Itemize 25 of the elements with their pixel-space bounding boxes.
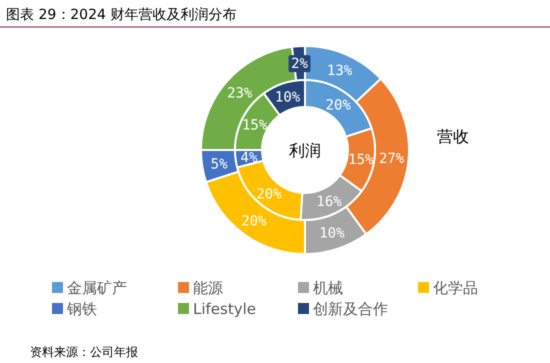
data-label: 10% bbox=[274, 89, 301, 106]
legend-label: 钢铁 bbox=[66, 300, 97, 318]
data-label: 4% bbox=[240, 150, 258, 166]
data-label: 15% bbox=[242, 117, 268, 134]
legend-label: 机械 bbox=[313, 279, 343, 297]
data-label: 27% bbox=[378, 151, 405, 168]
legend-label: 能源 bbox=[193, 279, 223, 297]
data-label: 10% bbox=[319, 226, 346, 242]
legend-label: 创新及合作 bbox=[313, 300, 388, 318]
data-label: 20% bbox=[326, 97, 352, 114]
data-label: 15% bbox=[348, 152, 374, 168]
data-label: 5% bbox=[210, 156, 228, 173]
slice-label: 营收 bbox=[437, 127, 469, 146]
data-label: 13% bbox=[326, 63, 353, 80]
data-label: 23% bbox=[227, 85, 253, 102]
text: 资料来源：公司年报 bbox=[30, 345, 138, 359]
legend-label: 化学品 bbox=[433, 279, 478, 297]
data-label: 20% bbox=[241, 213, 268, 230]
chart-title: 图表 29：2024 财年营收及利润分布 bbox=[6, 7, 236, 23]
data-label: 2% bbox=[291, 56, 309, 72]
slice-label: 利润 bbox=[289, 141, 321, 160]
data-label: 16% bbox=[316, 194, 342, 210]
data-label: 20% bbox=[256, 186, 282, 203]
legend-label: 金属矿产 bbox=[67, 279, 127, 297]
legend-label: Lifestyle bbox=[193, 300, 256, 318]
